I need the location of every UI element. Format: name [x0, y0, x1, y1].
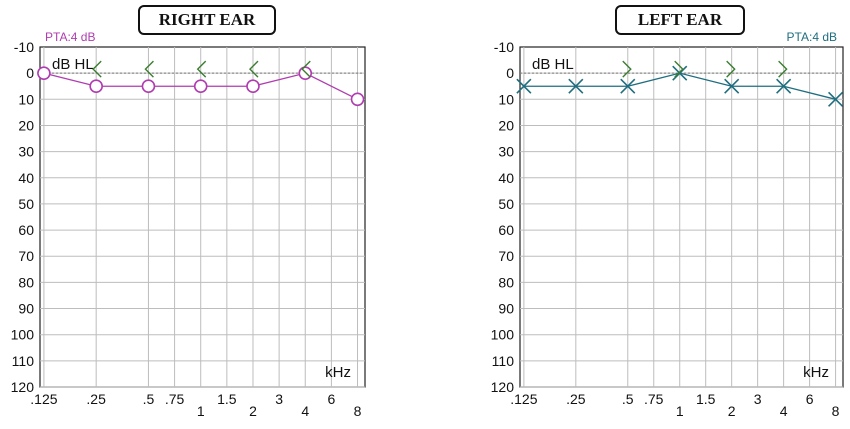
air-conduction-marker [298, 66, 313, 80]
y-tick-label: 60 [18, 222, 34, 238]
y-tick-label: 70 [498, 248, 514, 264]
x-tick-label: .75 [165, 391, 185, 407]
y-tick-label: 120 [491, 379, 515, 395]
y-tick-label: 50 [498, 196, 514, 212]
y-tick-label: -10 [14, 39, 34, 55]
y-axis-label: dB HL [532, 56, 574, 73]
y-tick-label: 40 [18, 170, 34, 186]
y-tick-label: 40 [498, 170, 514, 186]
x-tick-label: .5 [622, 391, 634, 407]
x-tick-label: 4 [780, 403, 788, 419]
right-ear-title: RIGHT EAR [138, 5, 276, 35]
x-tick-label: 1 [676, 403, 684, 419]
y-axis-label: dB HL [52, 56, 94, 73]
x-tick-label: 1 [197, 403, 205, 419]
air-conduction-marker [724, 78, 740, 94]
y-tick-label: 90 [498, 301, 514, 317]
y-tick-label: 100 [491, 327, 515, 343]
y-tick-label: 100 [11, 327, 35, 343]
y-tick-label: 30 [498, 144, 514, 160]
pta-annotation: PTA:4 dB [45, 30, 95, 44]
left-ear-title: LEFT EAR [615, 5, 745, 35]
x-tick-label: .5 [143, 391, 155, 407]
x-tick-label: 1.5 [696, 391, 716, 407]
x-axis-label: kHz [803, 364, 829, 381]
air-conduction-marker [620, 78, 636, 94]
plot-frame [39, 46, 366, 388]
left-ear-audiogram: -10 0 10 20 30 40 50 60 70 80 90 100 110 120.125 .25 .5… [491, 30, 844, 419]
bone-conduction-marker [92, 60, 102, 78]
y-tick-label: 110 [12, 353, 35, 369]
air-conduction-marker [37, 66, 51, 80]
y-tick-label: -10 [494, 39, 514, 55]
air-conduction-marker [193, 79, 208, 94]
bone-conduction-marker [622, 60, 632, 78]
x-tick-label: 2 [728, 403, 736, 419]
air-conduction-marker [141, 79, 156, 94]
x-axis-label: kHz [325, 364, 351, 381]
x-tick-label: 2 [249, 403, 257, 419]
x-tick-label: 3 [275, 391, 283, 407]
y-tick-label: 110 [492, 353, 515, 369]
x-tick-label: .125 [30, 391, 57, 407]
bone-conduction-marker [674, 60, 684, 78]
y-tick-label: 30 [18, 144, 34, 160]
x-tick-label: .25 [566, 391, 586, 407]
x-tick-label: 8 [832, 403, 840, 419]
bone-conduction-marker [248, 60, 259, 78]
y-tick-label: 10 [18, 91, 34, 107]
bone-conduction-marker [726, 60, 736, 78]
air-conduction-marker [672, 65, 688, 81]
x-tick-label: 1.5 [217, 391, 237, 407]
y-tick-label: 0 [26, 65, 34, 81]
y-tick-label: 90 [18, 301, 34, 317]
air-conduction-marker [89, 79, 103, 94]
x-tick-label: .125 [510, 391, 537, 407]
y-tick-label: 0 [506, 65, 514, 81]
air-conduction-marker [828, 91, 844, 107]
x-tick-label: .75 [644, 391, 664, 407]
y-tick-label: 50 [18, 196, 34, 212]
y-tick-label: 70 [18, 248, 34, 264]
pta-annotation: PTA:4 dB [787, 30, 837, 44]
y-tick-label: 10 [498, 91, 514, 107]
air-conduction-marker [776, 78, 792, 94]
bone-conduction-marker [778, 60, 788, 78]
x-tick-label: 8 [354, 403, 362, 419]
x-tick-label: 4 [301, 403, 309, 419]
bone-conduction-marker [196, 60, 207, 78]
air-conduction-marker [350, 92, 365, 107]
right-ear-audiogram: -10 0 10 20 30 40 50 60 70 80 90 100 110 120.125 .25 .5… [11, 30, 366, 419]
air-conduction-marker [246, 79, 260, 94]
y-tick-label: 120 [11, 379, 35, 395]
y-tick-label: 60 [498, 222, 514, 238]
air-conduction-marker [568, 78, 584, 94]
y-tick-label: 20 [18, 117, 34, 133]
y-tick-label: 20 [498, 117, 514, 133]
x-tick-label: .25 [86, 391, 106, 407]
x-tick-label: 6 [327, 391, 335, 407]
plot-frame [519, 46, 844, 388]
x-tick-label: 6 [806, 391, 814, 407]
bone-conduction-marker [144, 60, 154, 78]
y-tick-label: 80 [18, 274, 34, 290]
bone-conduction-marker [301, 60, 311, 78]
air-conduction-marker [516, 78, 532, 94]
x-tick-label: 3 [754, 391, 762, 407]
y-tick-label: 80 [498, 274, 514, 290]
